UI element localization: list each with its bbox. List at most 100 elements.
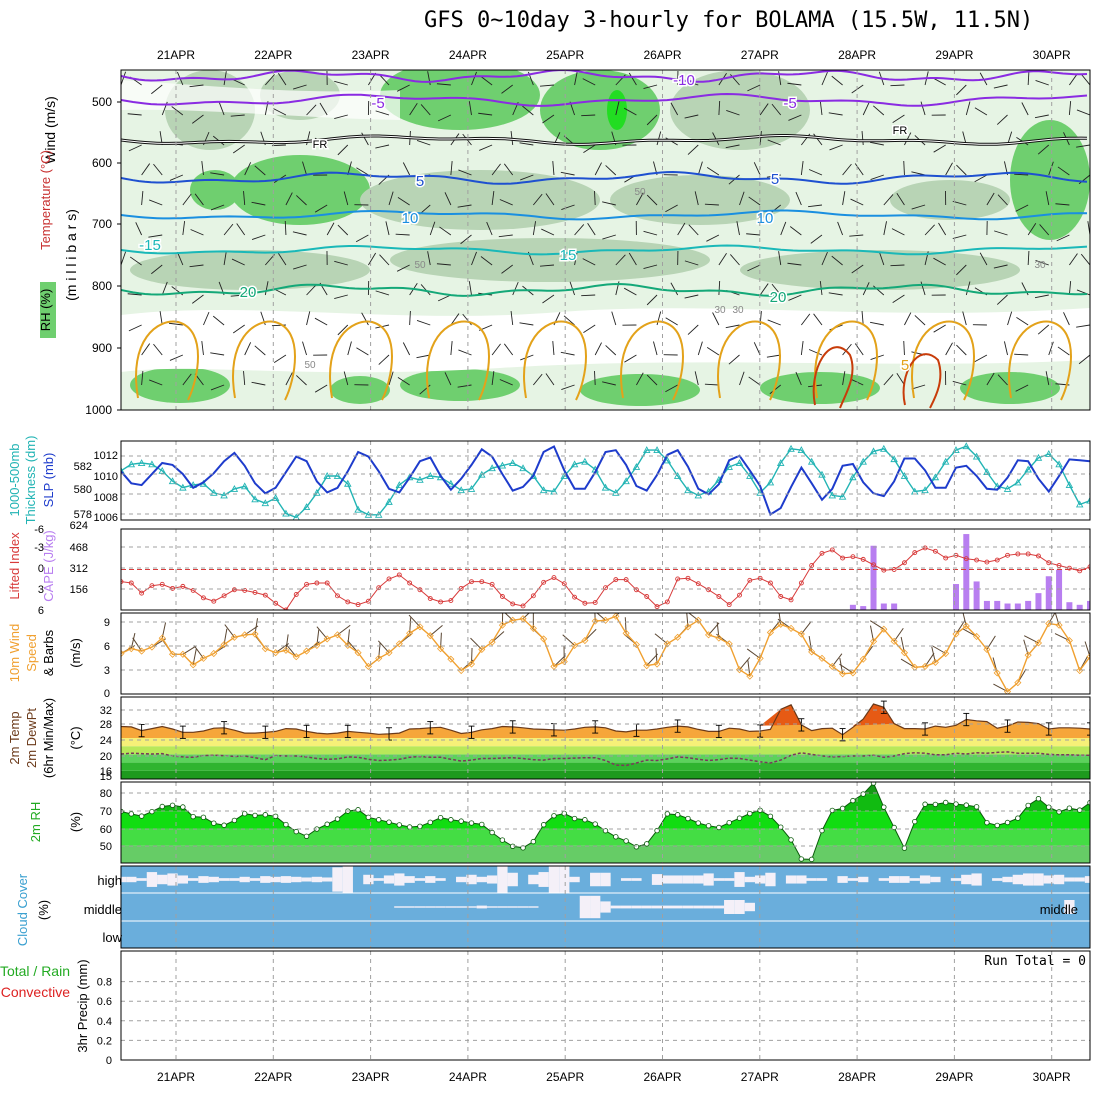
- wind-speed-marker: [313, 641, 321, 649]
- wind-barb: [539, 264, 554, 267]
- wind-barb: [828, 112, 843, 116]
- lifted-index-marker: [180, 583, 186, 589]
- wind-barb: [522, 105, 534, 116]
- wind-speed-marker: [900, 649, 909, 657]
- thickness-marker: [158, 466, 166, 474]
- wind-barb: [748, 376, 761, 386]
- high-cloud-bar: [919, 875, 931, 884]
- wind-barb: [1034, 294, 1049, 299]
- rh-marker: [685, 815, 691, 822]
- lifted-index-marker: [1077, 568, 1083, 574]
- cloud-plot: [121, 866, 1090, 948]
- wind-barb: [706, 234, 720, 242]
- thickness-marker: [220, 491, 228, 499]
- wind-speed-line: [121, 615, 1090, 693]
- wind-barb: [759, 103, 769, 116]
- high-cloud-bar: [631, 878, 642, 881]
- high-cloud-bar: [394, 873, 405, 886]
- wind-barb: [191, 114, 204, 124]
- rh-marker: [540, 822, 547, 828]
- wind-barb: [739, 657, 751, 671]
- high-cloud-bar: [260, 876, 271, 883]
- middle-cloud-bar: [744, 902, 755, 912]
- lifted-index-marker: [407, 580, 413, 586]
- rh-marker: [324, 821, 330, 827]
- wind-barb: [872, 285, 885, 296]
- wind-barb: [285, 372, 293, 386]
- rh-marker: [551, 813, 557, 819]
- lifted-index-marker: [417, 587, 423, 593]
- wind-speed-marker: [158, 634, 166, 642]
- wind-speed-marker: [416, 623, 424, 631]
- wind-barb: [965, 281, 971, 296]
- wind-speed-marker: [199, 654, 208, 662]
- wind-barb: [955, 620, 966, 635]
- wind-barb: [121, 71, 127, 86]
- wind-speed-marker: [581, 636, 589, 645]
- wind-barb: [746, 233, 761, 236]
- wind-barb: [1003, 341, 1008, 356]
- wind-barb: [480, 256, 493, 266]
- thickness-marker: [251, 495, 259, 503]
- wind-barb: [563, 315, 575, 326]
- wind-speed-marker: [550, 662, 558, 671]
- wind-barb: [594, 370, 596, 386]
- lifted-index-marker: [190, 587, 196, 593]
- wind-barb: [892, 114, 905, 123]
- wind-barb: [900, 658, 916, 668]
- wind-barb: [574, 71, 578, 86]
- rh-marker: [138, 813, 145, 819]
- wind-barb: [545, 193, 555, 206]
- wind-speed-marker: [880, 625, 888, 633]
- thickness-marker: [313, 488, 321, 496]
- bottom-date-label: 25APR: [546, 1070, 584, 1084]
- wind-barb: [712, 312, 720, 326]
- wind-barb: [789, 226, 802, 236]
- wind-speed-marker: [560, 658, 568, 666]
- wind-barb: [458, 169, 472, 176]
- wind-barb: [911, 204, 926, 210]
- wind-speed-marker: [973, 632, 981, 641]
- wind-barb: [687, 324, 699, 335]
- wind-barb: [1021, 102, 1029, 116]
- high-cloud-bar: [404, 876, 415, 883]
- middle-cloud-bar: [414, 906, 426, 908]
- wind-barb: [388, 191, 394, 206]
- wind-barb: [510, 311, 514, 326]
- wind-barb: [767, 319, 781, 326]
- high-cloud-bar: [816, 878, 828, 881]
- rh-axis-label: 2m RH: [28, 802, 43, 842]
- thickness-marker: [746, 472, 754, 479]
- wind-barb: [788, 294, 802, 301]
- wind-barb: [212, 315, 225, 326]
- wind-barb: [437, 114, 452, 122]
- rh-marker: [427, 819, 433, 826]
- wind-barb: [1076, 324, 1090, 328]
- wind-barb: [254, 165, 266, 176]
- wind-barb: [665, 317, 678, 326]
- thickness-marker: [921, 486, 929, 494]
- wind-barb: [271, 144, 286, 147]
- wind-barb: [706, 166, 720, 176]
- lifted-tick-label: 0: [38, 563, 44, 575]
- wind-barb: [1057, 346, 1070, 356]
- rh-shading: [230, 155, 370, 225]
- thickness-marker: [529, 472, 538, 479]
- rh-axis-label: RH (%): [38, 289, 53, 332]
- wind-barb: [232, 144, 245, 154]
- wind-speed-marker: [766, 628, 775, 637]
- rh-marker: [180, 804, 186, 810]
- wind-speed-marker: [705, 631, 713, 639]
- middle-cloud-bar: [486, 906, 498, 908]
- rh-marker: [149, 808, 155, 815]
- wind-barb: [420, 284, 431, 296]
- wind-barb: [337, 624, 351, 636]
- cape-bar: [1066, 602, 1073, 610]
- wind-barb: [375, 290, 390, 296]
- lifted-index-marker: [809, 563, 815, 568]
- wind-unit-label: (m/s): [68, 638, 83, 668]
- middle-cloud-bar: [590, 895, 601, 919]
- rh-marker: [169, 802, 176, 808]
- wind-barb: [553, 654, 566, 667]
